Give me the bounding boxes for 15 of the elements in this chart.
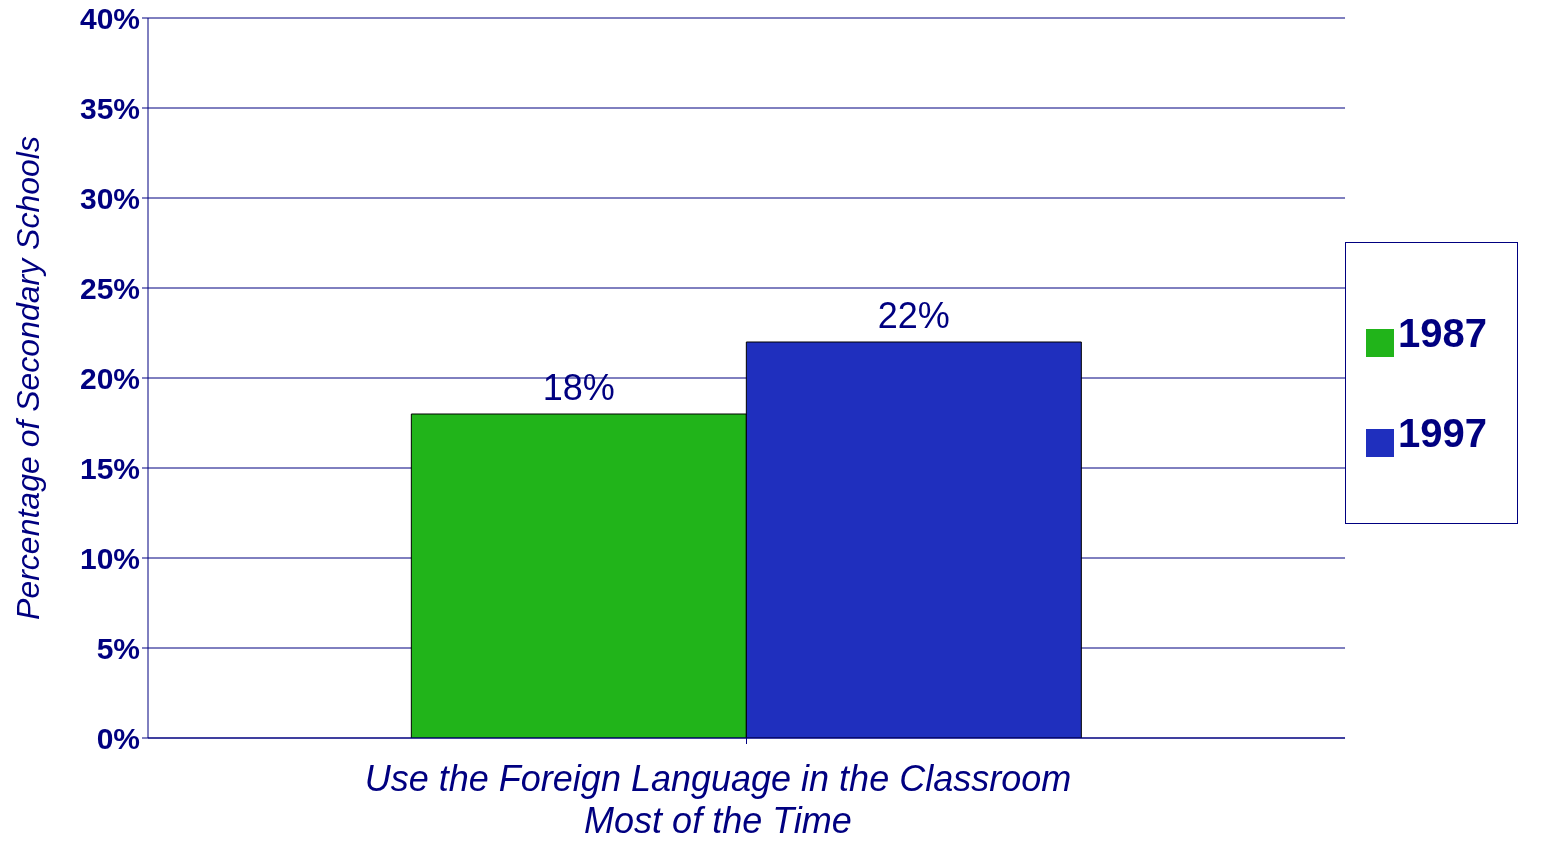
data-label: 18%: [542, 367, 615, 408]
y-tick-label: 15%: [79, 451, 140, 485]
legend-label: 1997: [1398, 411, 1487, 455]
y-tick-label: 35%: [79, 91, 140, 125]
x-axis-title: Use the Foreign Language in the Classroom Most of the Time: [363, 758, 1073, 842]
y-tick-label: 30%: [79, 181, 140, 215]
y-tick-label: 5%: [96, 631, 140, 665]
legend-label: 1987: [1398, 311, 1487, 355]
y-tick-label: 0%: [96, 721, 140, 755]
y-tick-label: 40%: [79, 1, 140, 35]
y-tick-label: 10%: [79, 541, 140, 575]
data-label: 22%: [877, 295, 950, 336]
y-tick-label: 20%: [79, 361, 140, 395]
y-tick-label: 25%: [79, 271, 140, 305]
y-axis-title: Percentage of Secondary Schools: [10, 136, 46, 620]
